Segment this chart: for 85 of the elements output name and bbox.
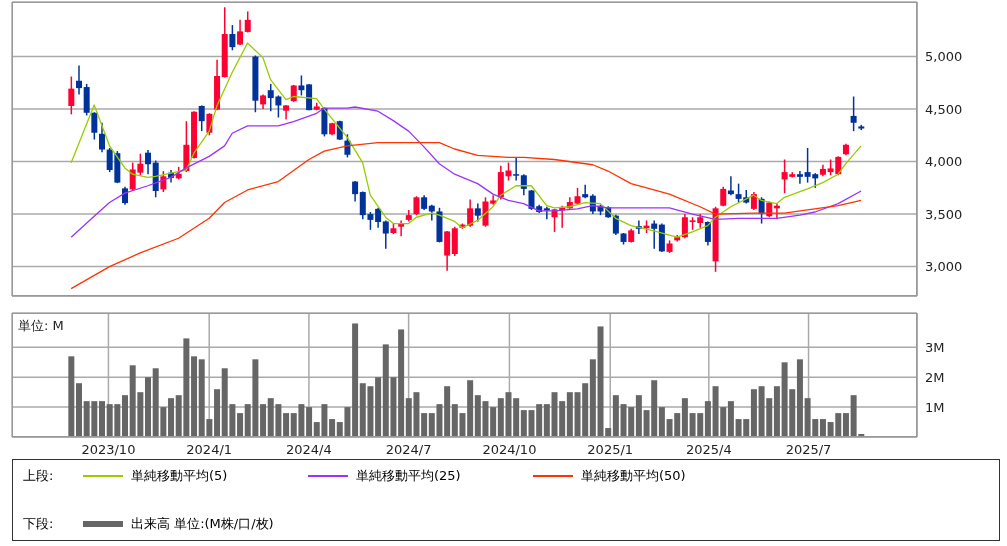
bar bbox=[536, 404, 543, 437]
line-series bbox=[70, 142, 862, 290]
bar bbox=[283, 413, 290, 437]
bar bbox=[589, 359, 596, 437]
bar bbox=[750, 389, 757, 437]
bar bbox=[306, 407, 313, 437]
bar bbox=[796, 359, 803, 437]
bar bbox=[375, 377, 382, 437]
candlestick bbox=[467, 198, 474, 228]
bar bbox=[635, 395, 642, 437]
candlestick bbox=[513, 156, 520, 182]
bar bbox=[490, 407, 497, 437]
bar bbox=[237, 413, 244, 437]
bar bbox=[727, 401, 734, 437]
bar bbox=[681, 398, 688, 437]
candlestick bbox=[68, 75, 75, 116]
candlestick bbox=[91, 111, 98, 141]
bar bbox=[76, 383, 82, 437]
candlestick bbox=[237, 19, 244, 46]
x-tick-label: 2025/1 bbox=[587, 442, 634, 458]
x-tick-label: 2025/7 bbox=[785, 442, 832, 458]
y-tick-label: 4,500 bbox=[925, 101, 963, 117]
bar bbox=[145, 377, 152, 437]
candlestick bbox=[76, 64, 82, 96]
x-tick-label: 2024/4 bbox=[286, 442, 332, 458]
bar bbox=[68, 356, 75, 437]
bar bbox=[214, 389, 221, 437]
x-tick-label: 2024/1 bbox=[186, 442, 233, 458]
legend-title: 下段: bbox=[23, 515, 55, 533]
y-tick-label: 3M bbox=[925, 339, 945, 355]
candlestick bbox=[520, 173, 527, 196]
legend-title: 上段: bbox=[23, 467, 55, 485]
candlestick bbox=[382, 219, 389, 250]
bar bbox=[819, 419, 826, 437]
bar bbox=[467, 380, 474, 437]
candlestick bbox=[582, 183, 589, 200]
bar bbox=[168, 398, 175, 437]
bar bbox=[122, 395, 129, 437]
bar bbox=[773, 386, 780, 437]
bar bbox=[260, 404, 267, 437]
candlestick bbox=[651, 219, 658, 250]
x-tick-label: 2024/7 bbox=[385, 442, 432, 458]
x-tick-label: 2023/10 bbox=[81, 442, 136, 458]
bar bbox=[658, 407, 665, 437]
line-series bbox=[70, 106, 862, 238]
legend-label: 単純移動平均(50) bbox=[581, 467, 686, 485]
bar bbox=[704, 401, 711, 437]
legend-label: 単純移動平均(5) bbox=[131, 467, 228, 485]
bar bbox=[842, 413, 849, 437]
candlestick bbox=[229, 24, 236, 52]
candlestick bbox=[681, 213, 688, 239]
bar bbox=[329, 419, 336, 437]
bar bbox=[99, 401, 106, 437]
candlestick bbox=[99, 122, 106, 153]
candlestick bbox=[413, 195, 420, 216]
candlestick bbox=[352, 180, 359, 203]
y-tick-label: 1M bbox=[925, 399, 945, 415]
legend-label: 出来高 単位:(M株/口/枚) bbox=[131, 515, 274, 533]
bar bbox=[398, 329, 405, 437]
candlestick bbox=[796, 170, 803, 185]
y-tick-label: 5,000 bbox=[925, 49, 963, 65]
annotation: 単位: M bbox=[18, 317, 64, 335]
candlestick bbox=[298, 74, 305, 97]
candlestick bbox=[850, 95, 857, 132]
x-tick-label: 2024/10 bbox=[482, 442, 537, 458]
candlestick bbox=[198, 104, 205, 132]
bar bbox=[566, 392, 573, 437]
bar bbox=[421, 413, 428, 437]
y-tick-label: 3,000 bbox=[925, 259, 963, 275]
bar bbox=[543, 404, 550, 437]
candlestick bbox=[612, 213, 619, 236]
y-tick-label: 3,500 bbox=[925, 206, 963, 222]
candlestick bbox=[375, 207, 382, 229]
bar bbox=[612, 395, 619, 437]
candlestick bbox=[727, 175, 734, 196]
bar bbox=[444, 386, 451, 437]
legend-label: 単純移動平均(25) bbox=[356, 467, 461, 485]
bar bbox=[513, 398, 520, 437]
x-tick-label: 2025/4 bbox=[685, 442, 732, 458]
candlestick bbox=[704, 220, 711, 247]
bar bbox=[352, 323, 359, 437]
y-tick-label: 4,000 bbox=[925, 154, 963, 170]
y-tick-label: 2M bbox=[925, 369, 945, 385]
bar bbox=[191, 356, 198, 437]
candlestick bbox=[145, 149, 152, 175]
